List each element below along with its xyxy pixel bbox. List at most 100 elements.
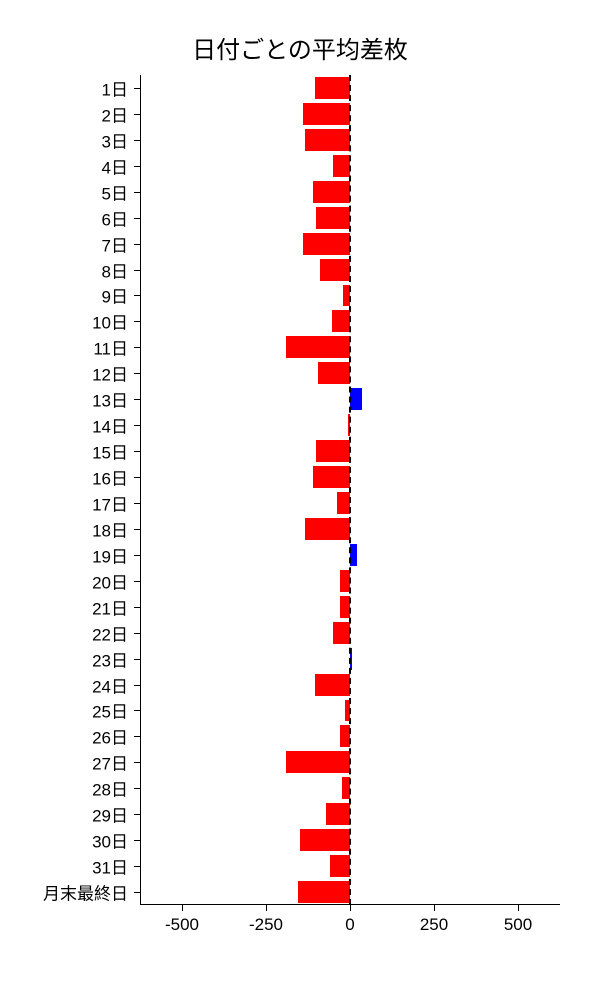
y-axis-label: 18日 bbox=[92, 516, 128, 541]
bar bbox=[350, 544, 357, 566]
chart-container: 日付ごとの平均差枚 1日2日3日4日5日6日7日8日9日10日11日12日13日… bbox=[0, 0, 600, 1000]
y-tick bbox=[134, 347, 140, 348]
y-axis-label: 23日 bbox=[92, 646, 128, 671]
y-tick bbox=[134, 295, 140, 296]
y-tick bbox=[134, 192, 140, 193]
x-tick bbox=[266, 905, 267, 911]
y-tick bbox=[134, 866, 140, 867]
x-ticks: -500 -250 0 250 500 bbox=[140, 905, 560, 945]
y-axis-label: 21日 bbox=[92, 594, 128, 619]
x-axis-label: 0 bbox=[345, 915, 354, 935]
y-tick bbox=[134, 270, 140, 271]
x-tick bbox=[350, 905, 351, 911]
bar bbox=[286, 751, 350, 773]
y-axis-label: 9日 bbox=[102, 283, 128, 308]
bar bbox=[333, 622, 350, 644]
y-axis-label: 15日 bbox=[92, 439, 128, 464]
y-axis-label: 16日 bbox=[92, 465, 128, 490]
bar bbox=[315, 674, 350, 696]
y-axis-label: 13日 bbox=[92, 387, 128, 412]
bar bbox=[316, 440, 350, 462]
y-tick bbox=[134, 633, 140, 634]
y-tick bbox=[134, 710, 140, 711]
y-axis-label: 30日 bbox=[92, 828, 128, 853]
y-tick bbox=[134, 840, 140, 841]
y-tick bbox=[134, 788, 140, 789]
y-axis-label: 1日 bbox=[102, 75, 128, 100]
y-tick bbox=[134, 555, 140, 556]
x-axis-label: -500 bbox=[165, 915, 199, 935]
x-tick bbox=[518, 905, 519, 911]
y-tick bbox=[134, 736, 140, 737]
y-tick bbox=[134, 166, 140, 167]
y-axis-label: 5日 bbox=[102, 179, 128, 204]
y-tick bbox=[134, 607, 140, 608]
y-tick bbox=[134, 529, 140, 530]
y-axis-label: 14日 bbox=[92, 413, 128, 438]
bar bbox=[300, 829, 350, 851]
bar bbox=[330, 855, 350, 877]
y-tick bbox=[134, 477, 140, 478]
y-axis-label: 10日 bbox=[92, 309, 128, 334]
y-axis-label: 26日 bbox=[92, 724, 128, 749]
bar bbox=[313, 181, 350, 203]
y-tick bbox=[134, 581, 140, 582]
x-axis-label: 250 bbox=[420, 915, 448, 935]
y-axis-label: 20日 bbox=[92, 568, 128, 593]
y-tick bbox=[134, 114, 140, 115]
x-axis-label: -250 bbox=[249, 915, 283, 935]
y-tick bbox=[134, 451, 140, 452]
x-axis-label: 500 bbox=[504, 915, 532, 935]
y-axis-label: 19日 bbox=[92, 542, 128, 567]
y-axis-label: 月末最終日 bbox=[43, 880, 128, 905]
bar bbox=[305, 129, 350, 151]
y-axis-label: 27日 bbox=[92, 750, 128, 775]
bar bbox=[298, 881, 350, 903]
y-tick bbox=[134, 425, 140, 426]
y-tick bbox=[134, 373, 140, 374]
y-axis-label: 4日 bbox=[102, 153, 128, 178]
bar bbox=[303, 233, 350, 255]
y-tick bbox=[134, 892, 140, 893]
bar bbox=[320, 259, 350, 281]
y-tick bbox=[134, 503, 140, 504]
plot-area: 1日2日3日4日5日6日7日8日9日10日11日12日13日14日15日16日1… bbox=[140, 75, 560, 945]
y-tick bbox=[134, 218, 140, 219]
y-axis-label: 12日 bbox=[92, 361, 128, 386]
y-axis-label: 17日 bbox=[92, 490, 128, 515]
bar bbox=[316, 207, 350, 229]
y-axis-label: 3日 bbox=[102, 127, 128, 152]
y-axis-label: 22日 bbox=[92, 620, 128, 645]
bar bbox=[318, 362, 350, 384]
y-tick bbox=[134, 399, 140, 400]
y-axis-label: 28日 bbox=[92, 776, 128, 801]
bar bbox=[286, 336, 350, 358]
bar bbox=[305, 518, 350, 540]
y-tick bbox=[134, 244, 140, 245]
bar bbox=[313, 466, 350, 488]
y-axis-label: 8日 bbox=[102, 257, 128, 282]
bar bbox=[337, 492, 350, 514]
bar bbox=[315, 77, 350, 99]
y-axis-label: 29日 bbox=[92, 802, 128, 827]
y-axis-label: 7日 bbox=[102, 231, 128, 256]
y-tick bbox=[134, 88, 140, 89]
chart-title: 日付ごとの平均差枚 bbox=[0, 30, 600, 65]
y-axis-label: 2日 bbox=[102, 101, 128, 126]
x-tick bbox=[182, 905, 183, 911]
bar bbox=[350, 388, 362, 410]
y-axis-label: 24日 bbox=[92, 672, 128, 697]
y-tick bbox=[134, 762, 140, 763]
y-axis-label: 25日 bbox=[92, 698, 128, 723]
zero-line bbox=[349, 75, 351, 905]
y-axis-label: 31日 bbox=[92, 854, 128, 879]
bar bbox=[326, 803, 350, 825]
y-tick bbox=[134, 814, 140, 815]
bar bbox=[332, 310, 350, 332]
y-tick bbox=[134, 659, 140, 660]
y-tick bbox=[134, 140, 140, 141]
y-axis-label: 6日 bbox=[102, 205, 128, 230]
x-tick bbox=[434, 905, 435, 911]
bar bbox=[303, 103, 350, 125]
y-tick bbox=[134, 685, 140, 686]
